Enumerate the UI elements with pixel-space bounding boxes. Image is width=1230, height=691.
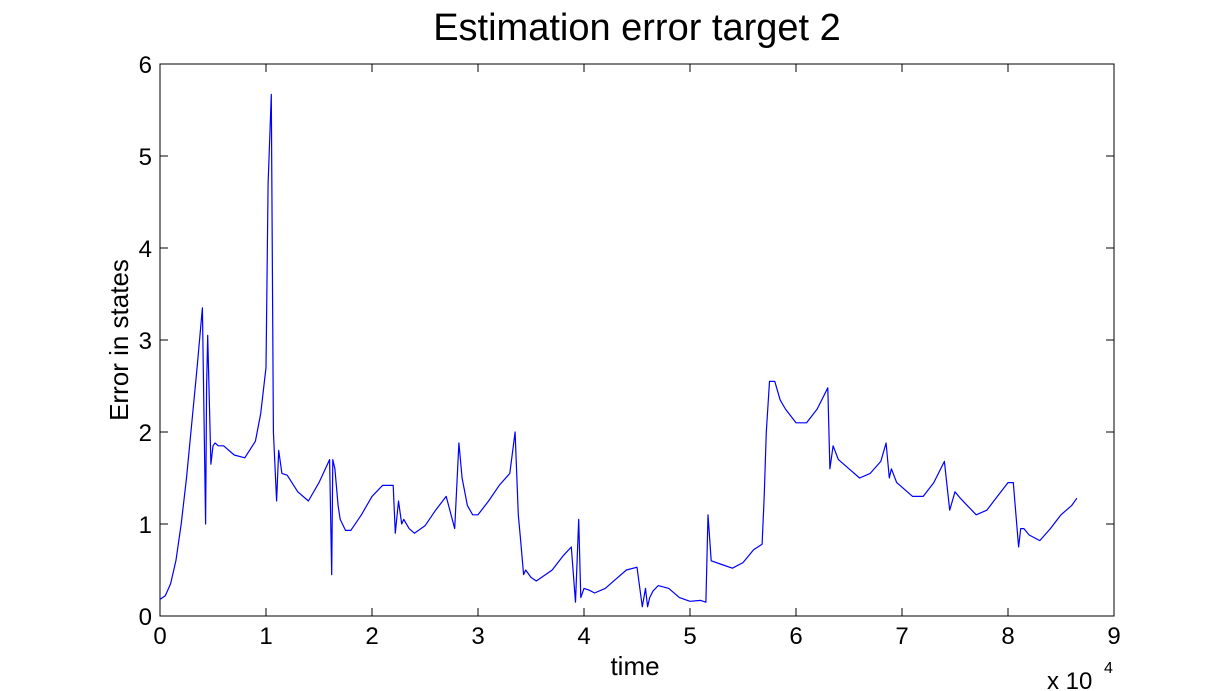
x-axis-multiplier-exponent: 4: [1104, 660, 1113, 677]
x-tick-label: 0: [153, 623, 166, 650]
chart-title: Estimation error target 2: [433, 7, 841, 49]
plot-frame: [159, 63, 1115, 617]
y-tick-label: 5: [139, 144, 152, 171]
x-axis-label: time: [610, 651, 659, 681]
y-tick-label: 2: [139, 420, 152, 447]
x-tick-label: 1: [259, 623, 272, 650]
y-tick-label: 1: [139, 512, 152, 539]
x-tick-label: 6: [789, 623, 802, 650]
y-tick-label: 3: [139, 328, 152, 355]
x-tick-label: 8: [1001, 623, 1014, 650]
x-tick-label: 3: [471, 623, 484, 650]
y-tick-label: 0: [139, 604, 152, 631]
y-axis-label: Error in states: [104, 259, 134, 421]
y-tick-label: 6: [139, 52, 152, 79]
x-axis-ticks: 0 1 2 3 4 5 6 7 8 9: [153, 64, 1121, 650]
x-axis-multiplier: x 10: [1047, 668, 1092, 691]
x-tick-label: 2: [365, 623, 378, 650]
x-tick-label: 9: [1107, 623, 1120, 650]
plot-area: [159, 63, 1115, 617]
series-line-estimation-error: [159, 93, 1078, 608]
y-axis-ticks: 0 1 2 3 4 5 6: [139, 52, 1114, 631]
x-tick-label: 4: [577, 623, 590, 650]
y-tick-label: 4: [139, 236, 152, 263]
x-tick-label: 7: [895, 623, 908, 650]
x-tick-label: 5: [683, 623, 696, 650]
